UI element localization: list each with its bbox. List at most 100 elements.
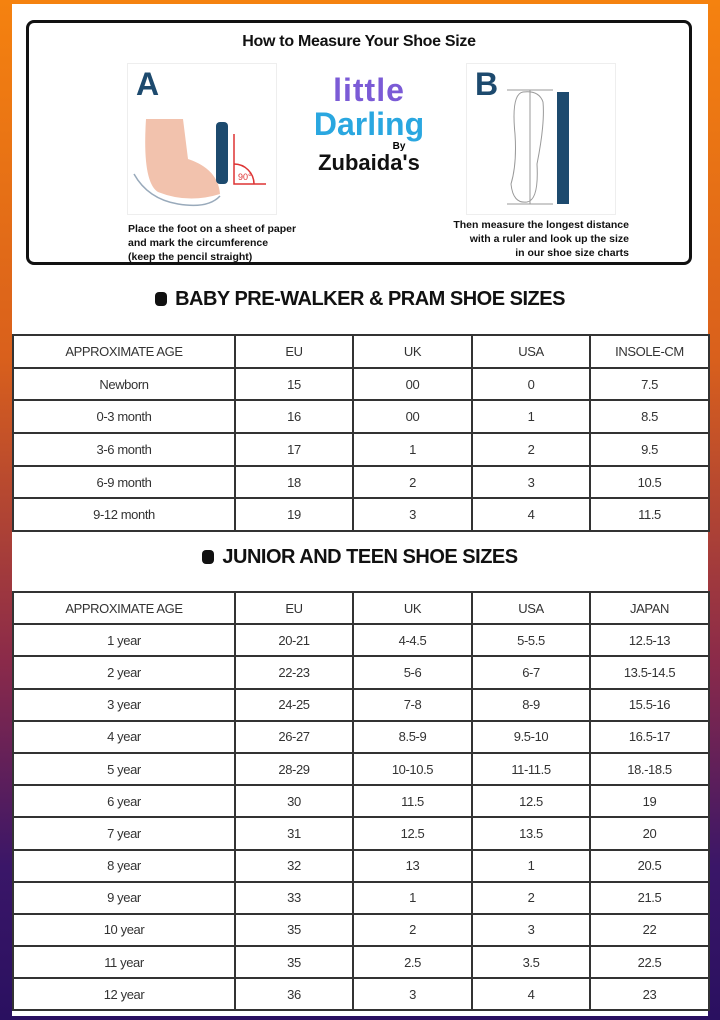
table-cell: 13 (352, 848, 473, 883)
table-cell: 3 year (12, 687, 236, 722)
table-cell: 16.5-17 (589, 719, 710, 754)
table-cell: 3-6 month (12, 432, 236, 467)
measure-title: How to Measure Your Shoe Size (242, 33, 476, 50)
table-cell: 20-21 (234, 623, 354, 658)
measure-instructions-box: How to Measure Your Shoe Size A 90° Plac… (26, 20, 692, 265)
table-cell: 8-9 (471, 687, 591, 722)
table-cell: 8.5 (589, 399, 710, 435)
table-cell: 2 (352, 912, 473, 948)
column-header: UK (352, 590, 473, 626)
table-cell: 0 (471, 366, 591, 402)
table-cell: 17 (234, 432, 354, 467)
table-cell: 16 (234, 399, 354, 435)
table-header-row: APPROXIMATE AGE EU UK USA JAPAN (12, 590, 710, 626)
step-a-letter: A (136, 66, 160, 102)
table-cell: 11.5 (589, 497, 710, 533)
table-cell: 30 (234, 784, 354, 819)
table-row: 11 year 35 2.5 3.5 22.5 (12, 945, 710, 980)
table-cell: 7.5 (589, 366, 710, 402)
table-cell: 0-3 month (12, 399, 236, 435)
table-cell: Newborn (12, 366, 236, 402)
table-cell: 33 (234, 880, 354, 915)
table-cell: 4 (471, 497, 591, 533)
table-cell: 2 year (12, 655, 236, 690)
junior-size-table: APPROXIMATE AGE EU UK USA JAPAN 1 year 20-21 4-… (12, 590, 710, 1012)
table-row: Newborn 15 00 0 7.5 (12, 366, 710, 402)
table-cell: 36 (234, 977, 354, 1012)
table-cell: 4 (471, 977, 591, 1012)
table-row: 12 year 36 3 4 23 (12, 977, 710, 1012)
table-cell: 3 (471, 912, 591, 948)
table-cell: 1 (352, 432, 473, 467)
table-cell: 21.5 (589, 880, 710, 915)
table-row: 7 year 31 12.5 13.5 20 (12, 816, 710, 851)
table-cell: 11.5 (352, 784, 473, 819)
table-row: 9 year 33 1 2 21.5 (12, 880, 710, 915)
table-cell: 5-5.5 (471, 623, 591, 658)
brand-logo: little Darling By Zubaida's (313, 72, 425, 175)
table-cell: 22 (589, 912, 710, 948)
column-header: USA (471, 590, 591, 626)
table-cell: 26-27 (234, 719, 354, 754)
table-cell: 5 year (12, 751, 236, 787)
baby-section-title: BABY PRE-WALKER & PRAM SHOE SIZES (12, 288, 708, 311)
step-b-illustration: B (466, 63, 616, 215)
table-cell: 1 (352, 880, 473, 915)
table-cell: 22.5 (589, 945, 710, 980)
table-cell: 6-9 month (12, 464, 236, 500)
table-header-row: APPROXIMATE AGE EU UK USA INSOLE-CM (12, 334, 710, 369)
table-cell: 2.5 (352, 945, 473, 980)
table-row: 5 year 28-29 10-10.5 11-11.5 18.-18.5 (12, 751, 710, 787)
table-cell: 15.5-16 (589, 687, 710, 722)
baby-size-table: APPROXIMATE AGE EU UK USA INSOLE-CM Newborn 15… (12, 334, 710, 533)
page-panel: How to Measure Your Shoe Size A 90° Plac… (12, 4, 710, 1016)
table-cell: 13.5-14.5 (589, 655, 710, 690)
table-cell: 9-12 month (12, 497, 236, 533)
table-cell: 18.-18.5 (589, 751, 710, 787)
column-header: EU (234, 590, 354, 626)
table-cell: 4-4.5 (352, 623, 473, 658)
table-cell: 1 year (12, 623, 236, 658)
table-cell: 6 year (12, 784, 236, 819)
table-cell: 9 year (12, 880, 236, 915)
table-cell: 15 (234, 366, 354, 402)
table-cell: 12.5-13 (589, 623, 710, 658)
table-cell: 6-7 (471, 655, 591, 690)
table-cell: 11 year (12, 945, 236, 980)
table-cell: 9.5 (589, 432, 710, 467)
table-cell: 19 (234, 497, 354, 533)
table-row: 6-9 month 18 2 3 10.5 (12, 464, 710, 500)
table-cell: 5-6 (352, 655, 473, 690)
table-cell: 4 year (12, 719, 236, 754)
foot-pencil-icon: 90° (133, 119, 266, 207)
bullet-icon (155, 292, 168, 306)
table-cell: 3 (352, 497, 473, 533)
step-b-letter: B (475, 66, 499, 102)
table-cell: 22-23 (234, 655, 354, 690)
table-row: 1 year 20-21 4-4.5 5-5.5 12.5-13 (12, 623, 710, 658)
table-cell: 28-29 (234, 751, 354, 787)
table-cell: 3 (471, 464, 591, 500)
table-cell: 3 (352, 977, 473, 1012)
table-cell: 3.5 (471, 945, 591, 980)
table-cell: 12.5 (352, 816, 473, 851)
column-header: JAPAN (589, 590, 710, 626)
table-row: 3 year 24-25 7-8 8-9 15.5-16 (12, 687, 710, 722)
junior-section-title: JUNIOR AND TEEN SHOE SIZES (12, 546, 708, 569)
step-a-caption: Place the foot on a sheet of paper and m… (128, 223, 297, 263)
table-row: 8 year 32 13 1 20.5 (12, 848, 710, 883)
table-cell: 20.5 (589, 848, 710, 883)
column-header: EU (234, 334, 354, 369)
table-cell: 10-10.5 (352, 751, 473, 787)
table-cell: 12.5 (471, 784, 591, 819)
table-cell: 00 (352, 366, 473, 402)
table-cell: 7 year (12, 816, 236, 851)
column-header: INSOLE-CM (589, 334, 710, 369)
table-cell: 10.5 (589, 464, 710, 500)
table-cell: 32 (234, 848, 354, 883)
table-cell: 35 (234, 912, 354, 948)
table-row: 10 year 35 2 3 22 (12, 912, 710, 948)
table-cell: 8.5-9 (352, 719, 473, 754)
table-cell: 12 year (12, 977, 236, 1012)
table-row: 4 year 26-27 8.5-9 9.5-10 16.5-17 (12, 719, 710, 754)
